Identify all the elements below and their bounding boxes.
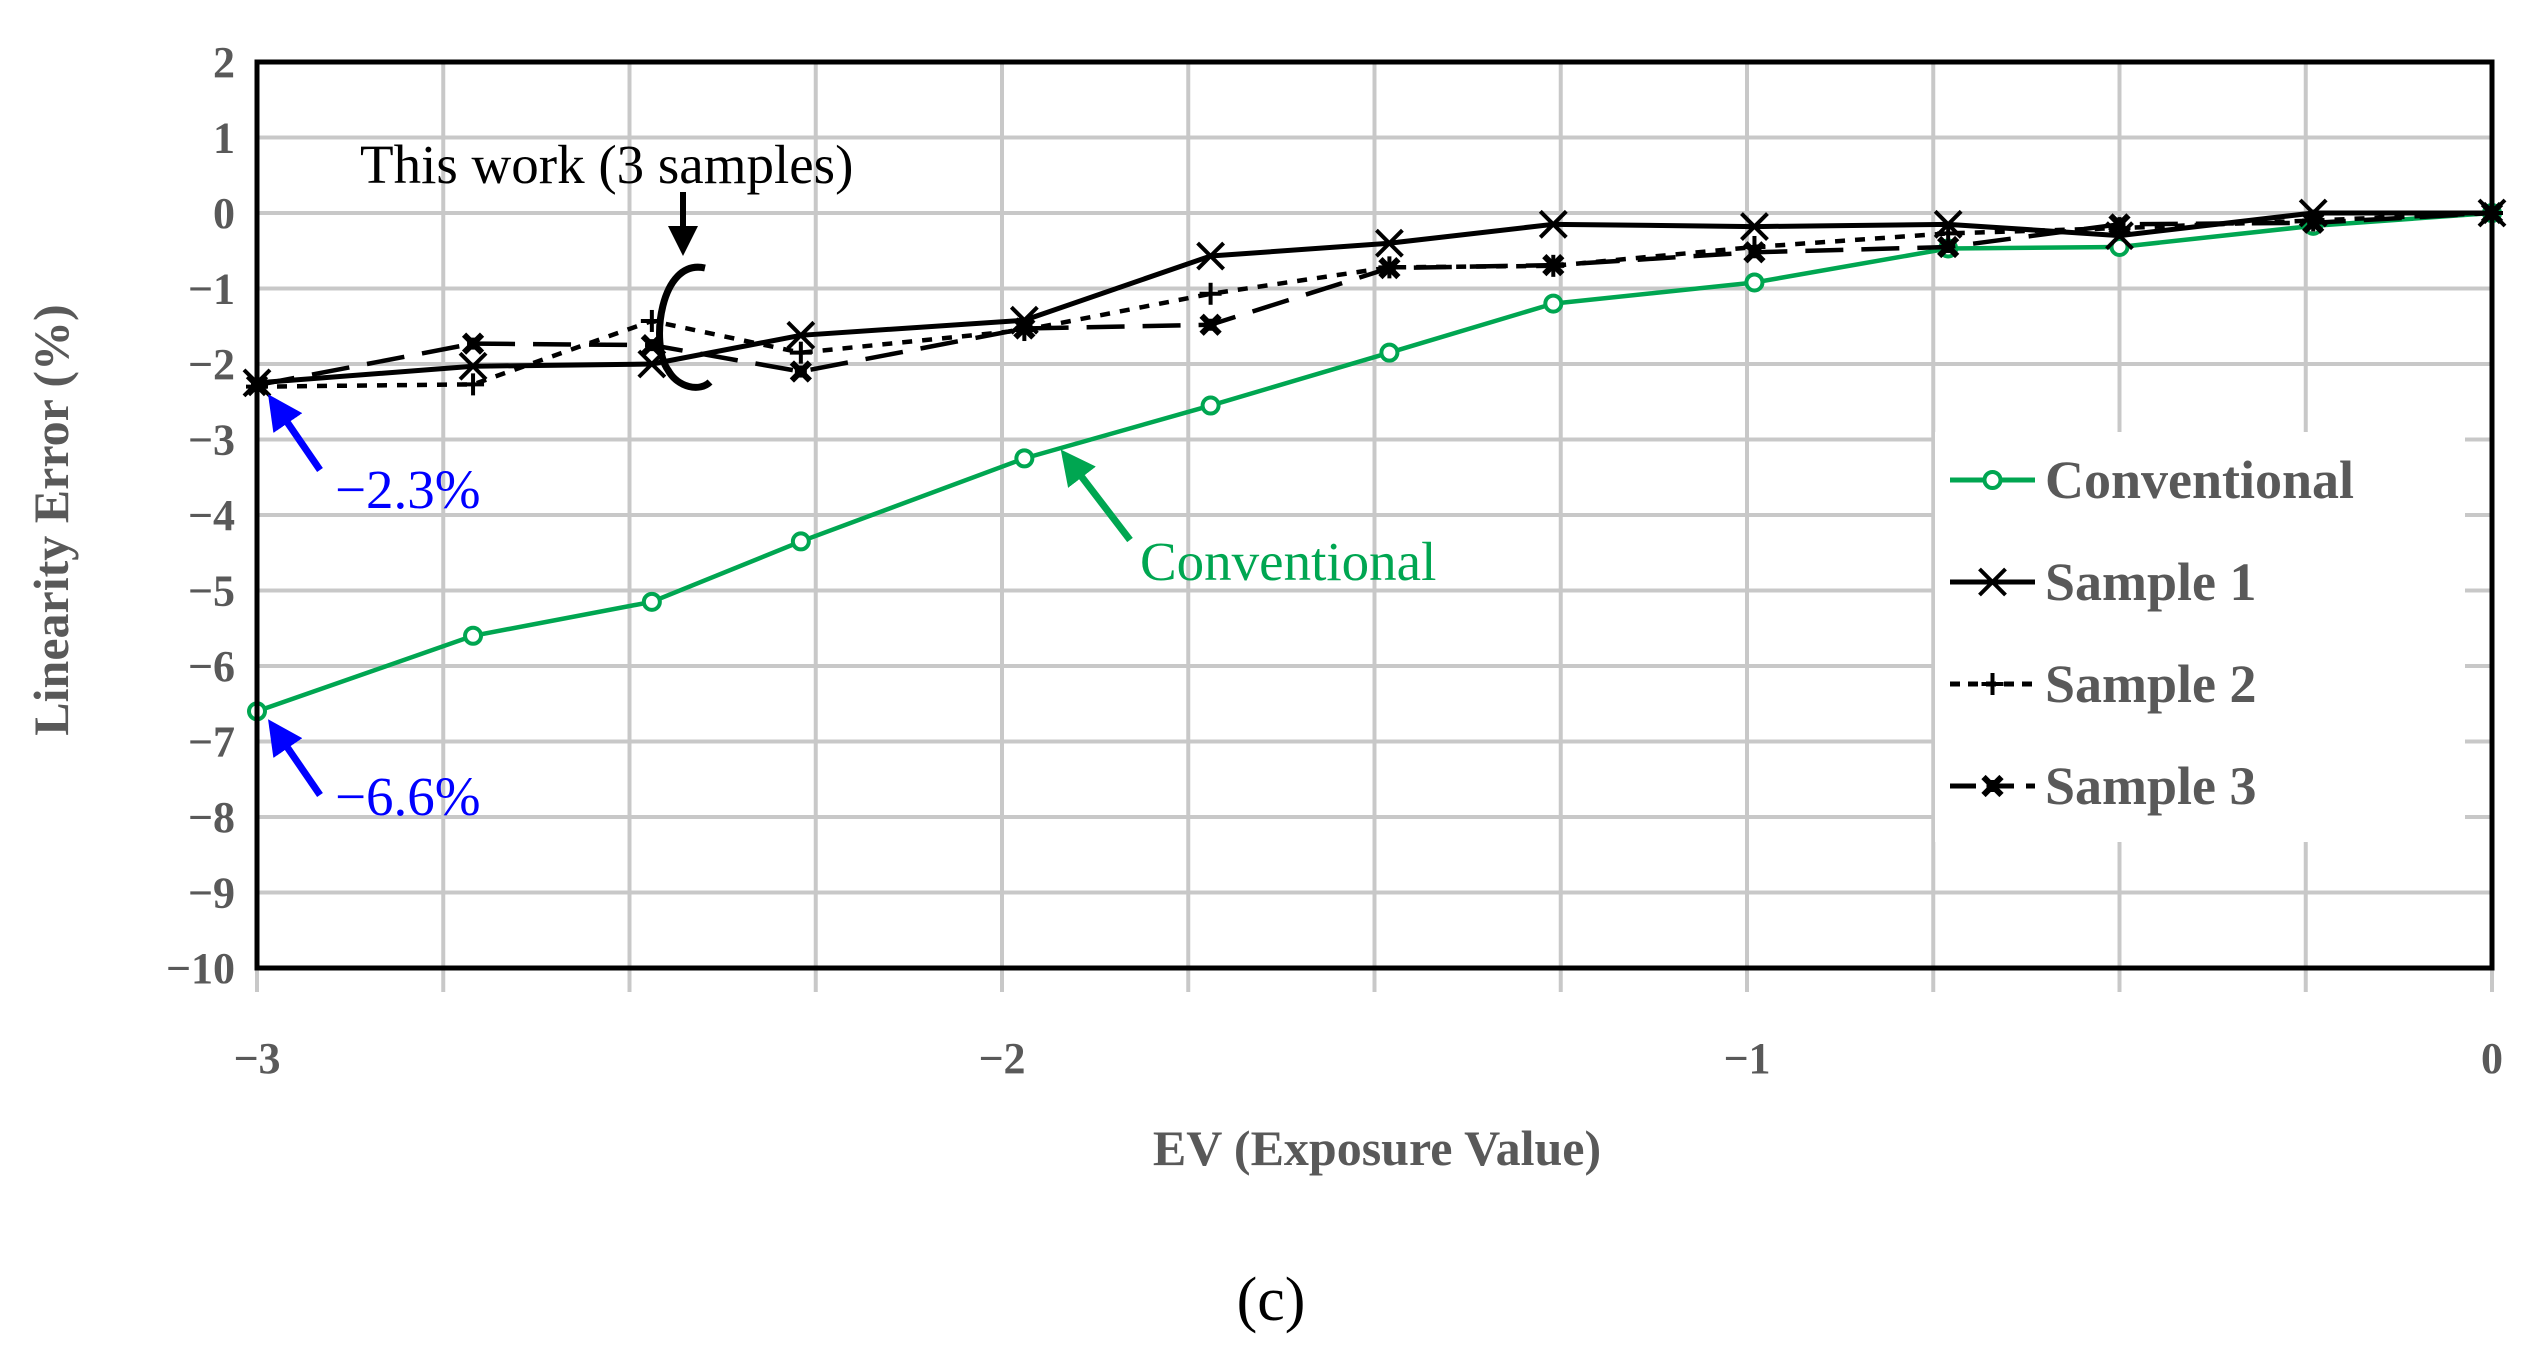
y-tick-label: −1	[188, 265, 235, 314]
y-axis-title: Linearity Error (%)	[23, 304, 79, 735]
y-tick-label: −2	[188, 340, 235, 389]
x-tick-label: −3	[233, 1034, 280, 1083]
legend-entry: Sample 2	[1950, 654, 2257, 714]
legend-marker	[1978, 567, 2007, 597]
annotation-sample-min: −2.3%	[335, 459, 481, 520]
data-point	[2302, 211, 2325, 234]
data-point	[2108, 213, 2131, 236]
annotation-this-work: This work (3 samples)	[360, 134, 853, 195]
data-point	[786, 320, 816, 350]
legend-marker	[1982, 470, 2003, 490]
y-tick-label: −7	[188, 718, 235, 767]
y-tick-label: −6	[188, 642, 235, 691]
y-tick-label: −10	[166, 944, 235, 993]
annotation-conventional-label: Conventional	[1140, 531, 1436, 592]
conventional-label-arrow	[1060, 449, 1133, 543]
this-work-bracket-icon	[656, 263, 713, 391]
data-point	[1740, 212, 1769, 242]
data-point	[1013, 317, 1036, 340]
y-tick-labels: 2 1 0 −1 −2 −3 −4 −5 −6 −7 −8 −9 −10	[166, 38, 235, 993]
data-point	[789, 341, 812, 364]
legend-entry: Sample 3	[1950, 756, 2257, 816]
data-point	[1744, 272, 1765, 293]
data-point	[1538, 209, 1568, 239]
annotations: This work (3 samples) −2.3% −6.6% Conven…	[268, 134, 1436, 827]
data-point	[1937, 235, 1960, 259]
data-point	[1014, 448, 1035, 469]
plot-area-frame	[254, 59, 2495, 971]
sample-min-arrow	[268, 394, 323, 472]
data-point	[1200, 395, 1221, 416]
legend-marker	[1981, 673, 2004, 695]
legend-marker	[1981, 774, 2004, 798]
data-point	[1196, 241, 1226, 271]
x-tick-label: −1	[1723, 1034, 1770, 1083]
x-tick-labels: −3 −2 −1 0	[233, 1034, 2503, 1083]
x-tick-label: 0	[2481, 1034, 2503, 1083]
legend: Conventional Sample 1 Sample 2 Sample 3	[1935, 432, 2465, 842]
legend-entry: Conventional	[1950, 450, 2354, 510]
legend-background	[1935, 432, 2465, 842]
legend-label: Conventional	[2045, 450, 2354, 510]
legend-label: Sample 3	[2045, 756, 2257, 816]
data-point	[1374, 228, 1404, 258]
data-point	[790, 531, 811, 552]
data-point	[789, 360, 812, 383]
data-point	[1543, 293, 1564, 314]
data-point	[461, 332, 485, 355]
data-point	[1542, 253, 1565, 277]
y-tick-label: −5	[188, 567, 235, 616]
y-tick-label: −4	[188, 491, 235, 540]
data-point	[458, 351, 488, 381]
legend-label: Sample 1	[2045, 552, 2257, 612]
y-tick-label: 1	[213, 114, 235, 163]
data-point	[1199, 313, 1222, 336]
annotation-conventional-min: −6.6%	[335, 766, 481, 827]
data-point	[463, 625, 484, 646]
data-point	[1743, 241, 1766, 264]
data-point	[462, 373, 485, 396]
data-point	[1199, 282, 1222, 305]
y-tick-label: −3	[188, 416, 235, 465]
data-point	[1937, 222, 1960, 245]
panel-label: (c)	[1237, 1266, 1306, 1334]
x-axis-title: EV (Exposure Value)	[1153, 1120, 1601, 1176]
legend-entry: Sample 1	[1950, 552, 2257, 612]
data-point	[1379, 342, 1400, 363]
data-point	[641, 591, 662, 612]
y-tick-label: 2	[213, 38, 235, 87]
legend-label: Sample 2	[2045, 654, 2257, 714]
data-point	[1378, 256, 1401, 280]
x-tick-label: −2	[978, 1034, 1025, 1083]
y-tick-label: −8	[188, 793, 235, 842]
conventional-min-arrow	[268, 719, 323, 797]
y-tick-label: 0	[213, 189, 235, 238]
y-tick-label: −9	[188, 869, 235, 918]
